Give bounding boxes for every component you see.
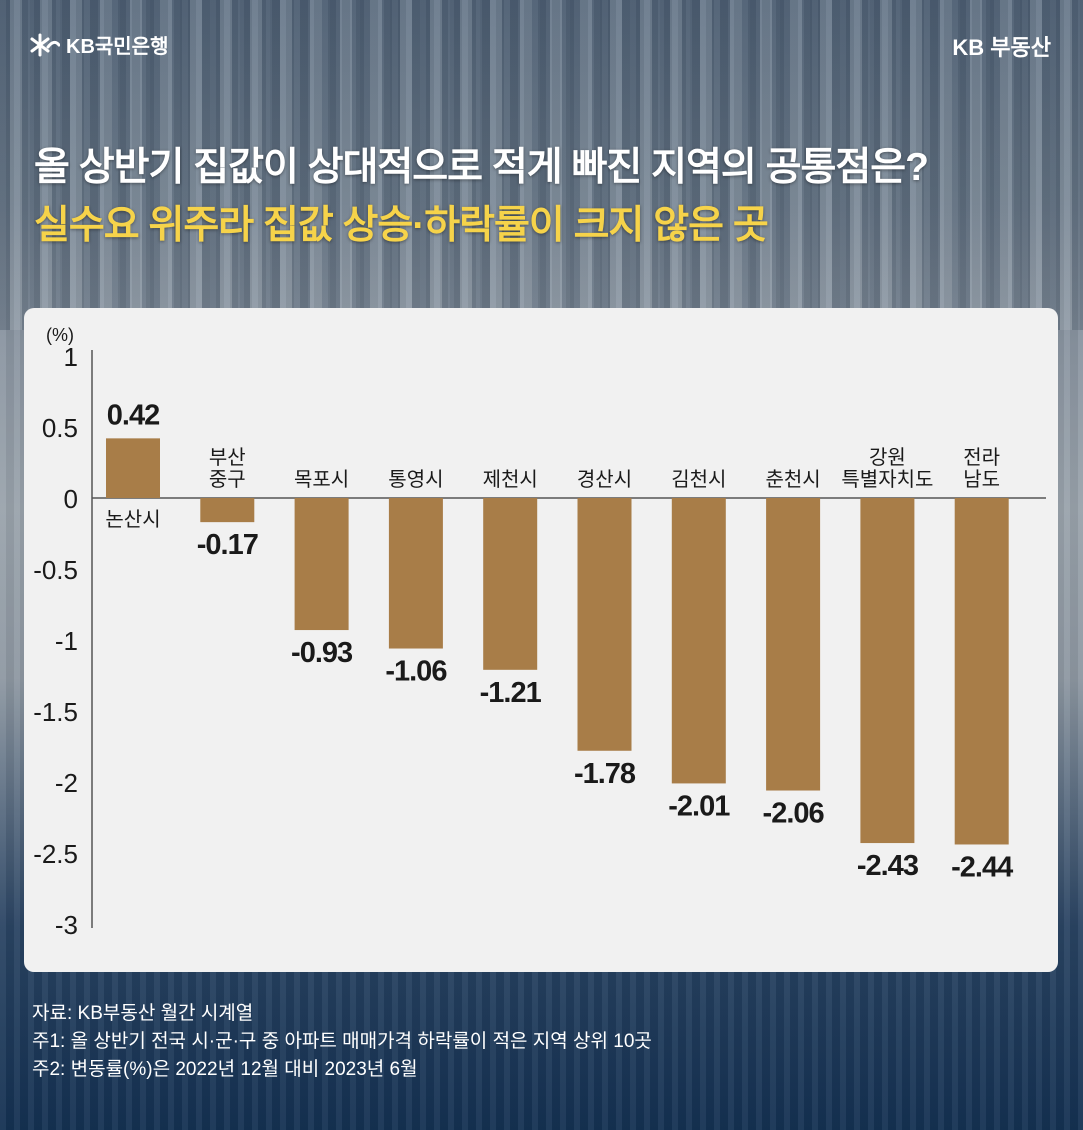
category-label: 남도 (963, 468, 1000, 491)
category-label: 부산 (209, 446, 246, 469)
category-label: 통영시 (388, 468, 443, 491)
y-tick-label: -1.5 (33, 697, 78, 727)
y-axis-unit-label: (%) (46, 325, 74, 345)
bar-value-label: -2.01 (668, 790, 730, 822)
kb-bank-logo: KB국민은행 (30, 30, 169, 59)
y-tick-label: -1 (55, 626, 78, 656)
bar (671, 498, 726, 784)
note-source: 자료: KB부동산 월간 시계열 (32, 1003, 254, 1024)
bar (954, 498, 1009, 845)
bar-value-label: -2.44 (951, 851, 1013, 883)
bar (106, 438, 160, 498)
category-label: 중구 (209, 469, 246, 491)
bar-value-label: 0.42 (107, 399, 159, 431)
category-label: 김천시 (671, 468, 726, 491)
category-label: 목포시 (294, 469, 349, 491)
logo-text: KB국민은행 (66, 36, 169, 58)
page-subtitle: 실수요 위주라 집값 상승·하락률이 크지 않은 곳 (34, 204, 769, 247)
y-tick-label: 0 (64, 484, 78, 514)
kb-star-icon (30, 33, 60, 56)
y-tick-label: 0.5 (42, 413, 78, 443)
bar (860, 498, 915, 844)
category-label: 전라 (963, 446, 1000, 469)
page-title: 올 상반기 집값이 상대적으로 적게 빠진 지역의 공통점은? (34, 146, 929, 189)
y-tick-label: -0.5 (33, 555, 78, 585)
bar-value-label: -0.93 (291, 637, 353, 669)
brand-label: KB 부동산 (952, 35, 1051, 60)
y-tick-label: 1 (64, 342, 78, 372)
category-label: 춘천시 (765, 468, 820, 491)
note-1: 주1: 올 상반기 전국 시·군·구 중 아파트 매매가격 하락률이 적은 지역… (32, 1031, 652, 1052)
bar (766, 498, 821, 791)
bar-value-label: -0.17 (197, 529, 258, 561)
bar-value-label: -2.06 (763, 798, 825, 830)
bar-value-label: -1.06 (385, 656, 447, 688)
bar (200, 498, 255, 523)
category-label: 논산시 (105, 508, 160, 531)
y-tick-label: -2 (55, 768, 78, 798)
bar-value-label: -1.21 (480, 677, 542, 709)
bar-value-label: -1.78 (574, 758, 636, 790)
city-skyline-overlay (0, 0, 1083, 330)
category-label: 특별자치도 (841, 468, 933, 491)
category-label: 경산시 (577, 468, 632, 491)
bar-value-label: -2.43 (857, 850, 919, 882)
bar (294, 498, 349, 631)
bar (577, 498, 632, 751)
bar (388, 498, 443, 649)
category-label: 강원 (869, 446, 906, 469)
footnotes: 자료: KB부동산 월간 시계열 주1: 올 상반기 전국 시·군·구 중 아파… (32, 1000, 652, 1084)
category-label: 제천시 (483, 468, 538, 491)
bar (483, 498, 538, 670)
note-2: 주2: 변동률(%)은 2022년 12월 대비 2023년 6월 (32, 1059, 418, 1080)
y-tick-label: -2.5 (33, 839, 78, 869)
y-tick-label: -3 (55, 910, 78, 940)
